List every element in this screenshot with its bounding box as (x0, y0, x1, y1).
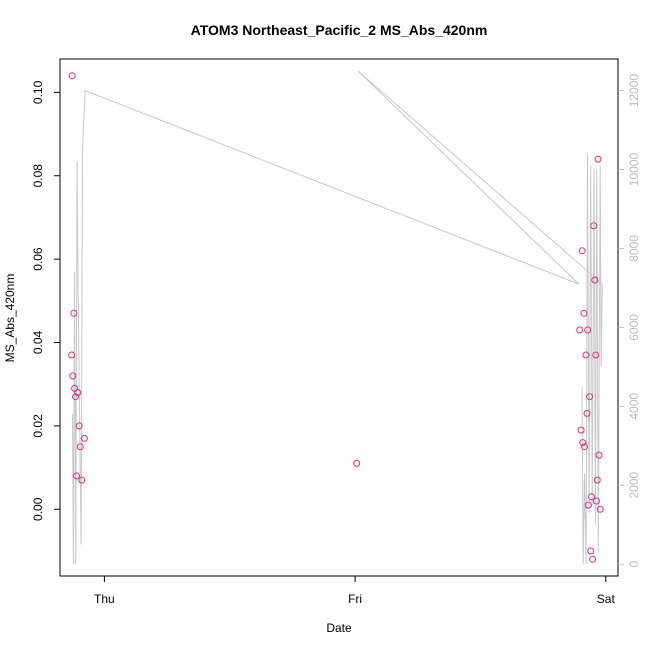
data-point (589, 555, 597, 563)
y-axis-label: MS_Abs_420nm (3, 274, 17, 363)
y-axis: 0.00 0.02 0.04 0.06 0.08 0.10 (31, 80, 60, 521)
data-point (73, 472, 80, 480)
data-point (70, 309, 78, 317)
x-axis-label: Date (326, 621, 352, 635)
data-point (578, 247, 586, 255)
data-point (69, 372, 77, 380)
data-point (581, 443, 589, 451)
data-point (577, 426, 585, 434)
x-tick-label: Thu (94, 592, 115, 606)
data-point (586, 393, 594, 401)
x-tick-label: Sat (597, 592, 616, 606)
data-point (78, 476, 86, 484)
data-point (594, 155, 602, 163)
data-point (595, 451, 603, 459)
x-tick-label: Fri (348, 592, 362, 606)
y-tick-label: 0.10 (31, 80, 45, 104)
data-point (76, 443, 84, 451)
data-point (72, 393, 79, 401)
data-point (74, 389, 82, 396)
data-point (353, 459, 361, 467)
data-point (576, 326, 584, 334)
data-point (596, 505, 604, 513)
x-axis: Thu Fri Sat (94, 576, 615, 606)
y2-tick-label: 2000 (627, 472, 641, 499)
data-point (579, 439, 587, 447)
y-tick-label: 0.08 (31, 164, 45, 188)
data-point (588, 493, 595, 501)
y2-tick-label: 4000 (627, 393, 641, 420)
data-point (590, 222, 598, 230)
y2-tick-label: 8000 (627, 235, 641, 262)
scatter-points-layer (68, 72, 604, 563)
y-tick-label: 0.06 (31, 247, 45, 271)
y-tick-label: 0.02 (31, 414, 45, 438)
plot-frame (59, 58, 619, 577)
data-point (584, 326, 592, 334)
data-point (75, 422, 83, 430)
y2-axis: 0 2000 4000 6000 8000 10000 12000 (618, 74, 641, 568)
line-series-path (72, 70, 603, 565)
data-point (591, 276, 599, 284)
data-point (580, 309, 588, 317)
y2-tick-label: 6000 (627, 314, 641, 341)
y-tick-label: 0.00 (31, 497, 45, 521)
data-point (593, 476, 601, 484)
line-series-layer (72, 70, 603, 565)
y2-tick-label: 0 (627, 561, 641, 568)
y2-tick-label: 10000 (627, 152, 641, 186)
data-point (68, 351, 76, 359)
data-point (80, 434, 88, 442)
y2-tick-label: 12000 (627, 74, 641, 108)
data-point (583, 409, 591, 417)
data-point (592, 497, 600, 505)
data-point (582, 351, 590, 359)
y-tick-label: 0.04 (31, 330, 45, 354)
data-point (592, 351, 600, 359)
data-point (587, 547, 595, 555)
data-point (584, 501, 592, 509)
data-point (68, 72, 76, 80)
chart-title: ATOM3 Northeast_Pacific_2 MS_Abs_420nm (191, 22, 488, 38)
